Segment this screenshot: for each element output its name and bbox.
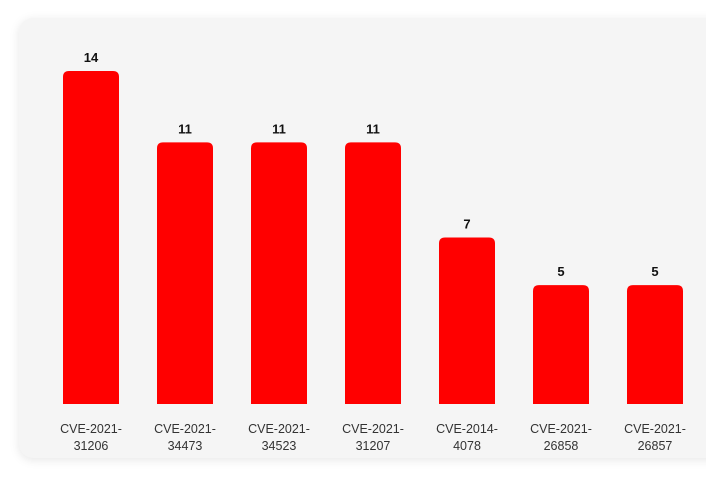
x-tick-label-5-line-0: CVE-2021- [530,422,592,436]
x-tick-label-2-line-0: CVE-2021- [248,422,310,436]
value-label-4: 7 [463,217,470,232]
value-label-6: 5 [651,264,658,279]
x-tick-label-3-line-0: CVE-2021- [342,422,404,436]
value-label-0: 14 [84,50,99,65]
x-tick-label-2-line-1: 34523 [262,439,297,453]
bar-5 [533,285,589,404]
value-label-3: 11 [366,121,380,136]
x-tick-label-1-line-0: CVE-2021- [154,422,216,436]
bar-4 [439,237,495,404]
x-tick-label-5-line-1: 26858 [544,439,579,453]
bar-0 [63,71,119,404]
x-tick-label-0-line-1: 31206 [74,439,109,453]
x-tick-label-4-line-1: 4078 [453,439,481,453]
bar-2 [251,142,307,404]
value-label-5: 5 [557,264,564,279]
bar-1 [157,142,213,404]
x-tick-label-3-line-1: 31207 [356,439,391,453]
x-tick-label-6-line-1: 26857 [638,439,673,453]
value-label-2: 11 [272,121,286,136]
x-tick-label-4-line-0: CVE-2014- [436,422,498,436]
value-label-1: 11 [178,121,192,136]
bar-3 [345,142,401,404]
x-tick-label-1-line-1: 34473 [168,439,203,453]
x-tick-label-6-line-0: CVE-2021- [624,422,686,436]
bar-6 [627,285,683,404]
x-tick-label-0-line-0: CVE-2021- [60,422,122,436]
